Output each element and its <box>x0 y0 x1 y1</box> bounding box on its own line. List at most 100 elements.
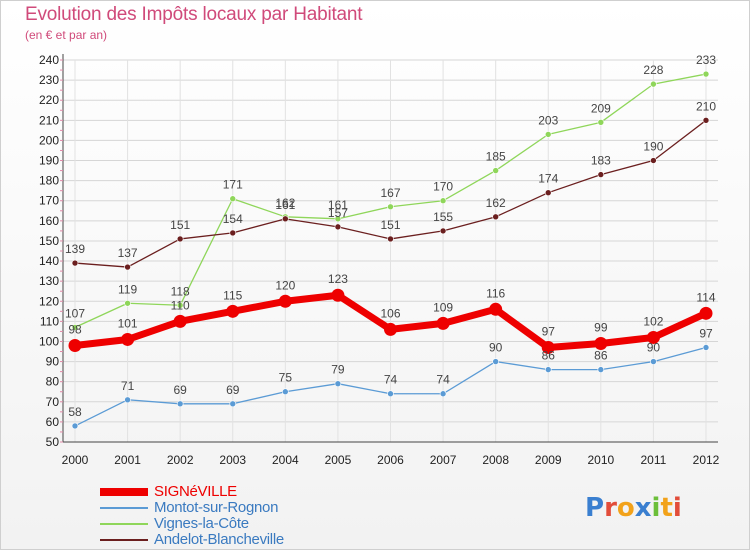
legend-swatch-1 <box>100 507 148 510</box>
series-2-label-3: 171 <box>223 178 243 192</box>
series-3-point-10 <box>597 171 605 178</box>
xtick-label-3: 2003 <box>219 453 246 467</box>
xtick-label-6: 2006 <box>377 453 404 467</box>
series-0-label-12: 114 <box>696 290 715 304</box>
series-1-label-5: 79 <box>331 363 345 377</box>
series-1-point-11 <box>650 358 657 365</box>
series-1-label-7: 74 <box>436 373 450 387</box>
xtick-label-9: 2009 <box>535 453 562 467</box>
series-3-label-12: 210 <box>696 99 716 113</box>
ytick-label-15: 200 <box>39 133 59 147</box>
series-3-label-11: 190 <box>643 140 663 154</box>
series-0-point-8 <box>489 302 503 316</box>
series-2-point-0 <box>71 324 79 331</box>
series-2-point-10 <box>597 119 605 126</box>
series-2-point-8 <box>492 167 499 174</box>
xtick-label-7: 2007 <box>430 453 457 467</box>
series-1-label-2: 69 <box>173 383 187 397</box>
series-3-label-6: 151 <box>380 218 400 232</box>
series-0-label-9: 97 <box>542 325 556 339</box>
logo-letter-6: i <box>672 493 682 523</box>
series-3-point-0 <box>71 259 79 267</box>
series-1-label-11: 90 <box>647 341 661 355</box>
legend: SIGNéVILLE Montot-sur-Rognon Vignes-la-C… <box>100 484 284 548</box>
series-3-label-2: 151 <box>170 218 190 232</box>
series-2-label-10: 209 <box>591 101 611 115</box>
series-1-label-8: 90 <box>489 341 503 355</box>
series-2-point-7 <box>439 197 447 205</box>
series-3-point-8 <box>492 213 499 221</box>
ytick-label-19: 240 <box>39 53 59 67</box>
xtick-label-0: 2000 <box>62 453 89 467</box>
series-3-label-7: 155 <box>433 210 453 224</box>
legend-item-0: SIGNéVILLE <box>100 484 284 500</box>
series-3-point-7 <box>439 227 447 235</box>
logo-letter-0: P <box>585 493 605 523</box>
ytick-label-16: 210 <box>39 113 59 127</box>
series-3-point-6 <box>387 235 394 243</box>
ytick-label-7: 120 <box>39 294 59 308</box>
series-0-point-5 <box>331 288 345 302</box>
series-3-point-2 <box>176 235 184 243</box>
logo-letter-4: i <box>651 493 661 523</box>
xtick-label-8: 2008 <box>482 453 509 467</box>
series-0-label-0: 98 <box>68 322 82 336</box>
series-2-label-7: 170 <box>433 180 453 194</box>
ytick-label-3: 80 <box>46 375 60 389</box>
ytick-label-4: 90 <box>46 355 60 369</box>
legend-label-3: Andelot-Blancheville <box>154 531 284 548</box>
series-2-point-12 <box>702 70 710 78</box>
series-0-point-3 <box>226 304 240 318</box>
series-1-point-3 <box>229 400 237 408</box>
series-2-point-9 <box>544 131 552 138</box>
legend-label-0: SIGNéVILLE <box>154 483 237 500</box>
series-2-point-5 <box>334 215 342 223</box>
legend-swatch-3 <box>100 539 148 542</box>
series-3-point-9 <box>544 189 552 196</box>
series-2-label-12: 233 <box>696 53 716 67</box>
series-1-point-12 <box>702 344 710 351</box>
series-1-label-4: 75 <box>279 371 293 385</box>
series-2-point-11 <box>650 80 657 88</box>
legend-swatch-0 <box>100 488 148 497</box>
series-0-label-7: 109 <box>433 300 453 314</box>
series-layer <box>68 70 713 430</box>
series-3-label-0: 139 <box>65 242 85 256</box>
series-1-point-2 <box>176 400 184 408</box>
series-1-point-4 <box>282 388 289 396</box>
series-1-label-1: 71 <box>121 379 135 393</box>
series-3-label-9: 174 <box>538 172 558 186</box>
logo-letter-1: r <box>604 493 617 523</box>
series-2-point-1 <box>124 299 131 307</box>
series-3-point-12 <box>702 117 710 124</box>
line-chart: 50 60 70 80 90 100 110 120 130 140 150 160 170 180 190… <box>39 53 720 467</box>
ytick-label-8: 130 <box>39 274 59 288</box>
series-1-point-6 <box>387 390 394 398</box>
series-1-label-6: 74 <box>384 373 398 387</box>
series-0-point-9 <box>541 341 555 355</box>
series-1-point-1 <box>124 396 131 404</box>
series-2-point-3 <box>229 195 237 203</box>
xtick-label-4: 2004 <box>272 453 299 467</box>
series-0-label-5: 123 <box>328 272 348 286</box>
legend-item-1: Montot-sur-Rognon <box>100 500 284 516</box>
series-2-label-6: 167 <box>380 186 400 200</box>
series-0-label-2: 110 <box>171 298 190 312</box>
series-3-label-3: 154 <box>223 212 243 226</box>
series-0-label-10: 99 <box>594 320 608 334</box>
series-1-point-5 <box>334 380 342 387</box>
series-3-point-1 <box>124 263 131 271</box>
series-2-label-1: 119 <box>118 282 137 296</box>
series-1-point-10 <box>597 366 605 373</box>
series-3-label-5: 157 <box>328 206 348 220</box>
series-3-point-4 <box>282 215 289 223</box>
series-3-label-8: 162 <box>486 196 506 210</box>
series-2-label-11: 228 <box>643 63 663 77</box>
xtick-label-1: 2001 <box>114 453 141 467</box>
logo-letter-2: o <box>616 493 635 523</box>
ytick-label-5: 100 <box>39 334 59 348</box>
ytick-label-17: 220 <box>39 93 59 107</box>
series-3-point-5 <box>334 223 342 231</box>
series-0-point-6 <box>384 322 397 336</box>
series-0-point-11 <box>646 330 660 344</box>
